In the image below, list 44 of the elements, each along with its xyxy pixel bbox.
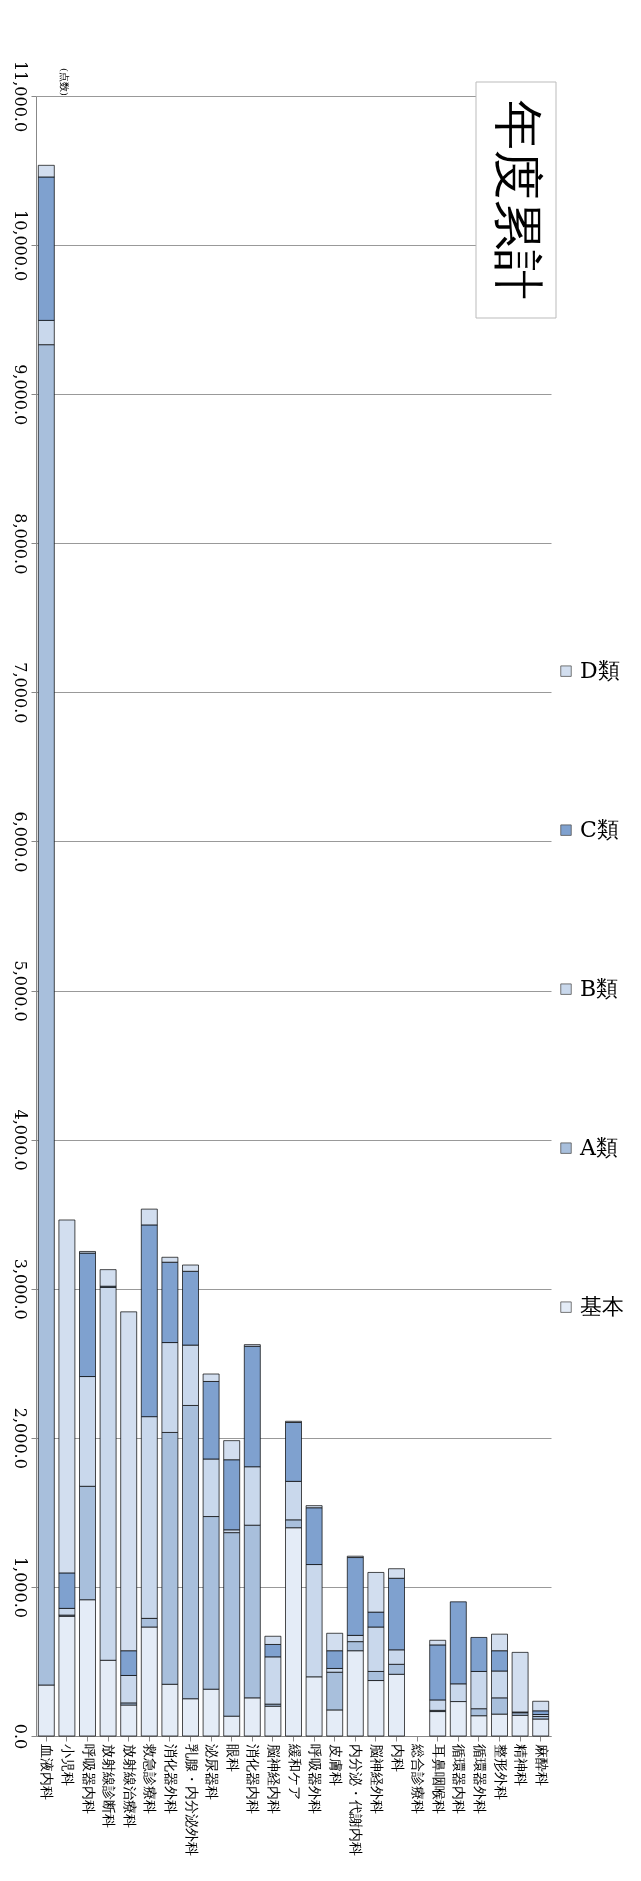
y-tick-label: 1,000.0 <box>10 1556 30 1618</box>
x-tick-label: 緩和ケア <box>286 1742 303 1800</box>
y-tick-label: 2,000.0 <box>10 1407 30 1469</box>
x-tick-label: 血液内科 <box>39 1743 56 1800</box>
legend-label: 基本 <box>580 1294 624 1320</box>
x-tick-label: 放射線診断科 <box>101 1743 118 1828</box>
y-tick-label: 3,000.0 <box>10 1258 30 1320</box>
x-tick-label: 精神科 <box>513 1743 530 1786</box>
x-tick-label: 救急診療科 <box>142 1742 159 1814</box>
legend-label: A類 <box>579 1135 618 1161</box>
y-tick-label: 4,000.0 <box>10 1109 30 1171</box>
x-tick-label: 循環器外科 <box>471 1743 488 1814</box>
legend-label: B類 <box>580 976 619 1002</box>
text: 年度累計 <box>489 100 547 300</box>
x-tick-label: 内分泌・代謝内科 <box>348 1743 365 1856</box>
x-tick-label: 麻酔科 <box>533 1743 550 1786</box>
x-tick-label: 呼吸器外科 <box>307 1743 324 1814</box>
y-tick-label: 5,000.0 <box>10 960 30 1022</box>
x-tick-label: 総合診療科 <box>410 1742 427 1814</box>
y-tick-label: 9,000.0 <box>10 364 30 426</box>
y-tick-label: 10,000.0 <box>10 209 30 282</box>
x-tick-label: 耳鼻咽喉科 <box>430 1743 447 1814</box>
x-tick-label: 消化器内科 <box>245 1743 262 1814</box>
y-tick-label: 6,000.0 <box>10 811 30 873</box>
x-tick-label: 小児科 <box>59 1743 76 1786</box>
x-tick-label: 消化器外科 <box>162 1743 179 1814</box>
x-tick-label: 内科 <box>389 1743 406 1772</box>
x-tick-label: 整形外科 <box>492 1743 509 1800</box>
x-tick-label: 脳神経外科 <box>368 1743 385 1814</box>
y-tick-label: 0.0 <box>10 1723 30 1750</box>
x-tick-label: 放射線治療科 <box>121 1743 138 1828</box>
x-tick-label: 乳腺・内分泌外科 <box>183 1743 200 1856</box>
y-axis-title: (点数) <box>59 68 70 96</box>
x-tick-label: 循環器内科 <box>451 1743 468 1814</box>
x-tick-label: 眼科 <box>224 1743 241 1772</box>
x-tick-label: 皮膚科 <box>327 1743 344 1786</box>
y-tick-label: 11,000.0 <box>10 60 30 133</box>
x-tick-label: 泌尿器科 <box>204 1743 221 1800</box>
x-tick-label: 呼吸器内科 <box>80 1743 97 1814</box>
legend-label: D類 <box>580 658 620 684</box>
legend-label: C類 <box>580 817 619 843</box>
y-tick-label: 8,000.0 <box>10 513 30 575</box>
x-tick-label: 脳神経内科 <box>265 1743 282 1814</box>
y-tick-label: 7,000.0 <box>10 662 30 724</box>
